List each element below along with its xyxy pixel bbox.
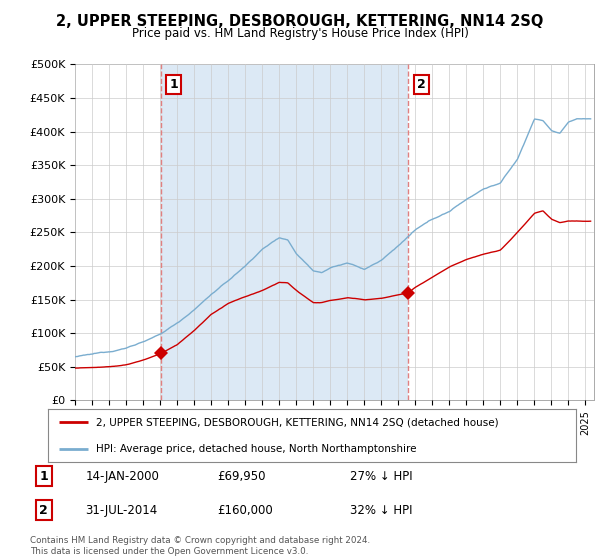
Text: 14-JAN-2000: 14-JAN-2000 xyxy=(85,470,159,483)
Text: 2, UPPER STEEPING, DESBOROUGH, KETTERING, NN14 2SQ (detached house): 2, UPPER STEEPING, DESBOROUGH, KETTERING… xyxy=(95,417,498,427)
Text: Contains HM Land Registry data © Crown copyright and database right 2024.
This d: Contains HM Land Registry data © Crown c… xyxy=(30,536,370,556)
Text: 2, UPPER STEEPING, DESBOROUGH, KETTERING, NN14 2SQ: 2, UPPER STEEPING, DESBOROUGH, KETTERING… xyxy=(56,14,544,29)
Text: HPI: Average price, detached house, North Northamptonshire: HPI: Average price, detached house, Nort… xyxy=(95,444,416,454)
Text: 27% ↓ HPI: 27% ↓ HPI xyxy=(350,470,413,483)
Text: 32% ↓ HPI: 32% ↓ HPI xyxy=(350,504,413,517)
Text: 31-JUL-2014: 31-JUL-2014 xyxy=(85,504,157,517)
Text: £160,000: £160,000 xyxy=(218,504,274,517)
Text: 2: 2 xyxy=(416,78,425,91)
Text: Price paid vs. HM Land Registry's House Price Index (HPI): Price paid vs. HM Land Registry's House … xyxy=(131,27,469,40)
Text: 1: 1 xyxy=(169,78,178,91)
Text: 1: 1 xyxy=(40,470,48,483)
Text: 2: 2 xyxy=(40,504,48,517)
Bar xyxy=(161,64,408,400)
Text: £69,950: £69,950 xyxy=(218,470,266,483)
